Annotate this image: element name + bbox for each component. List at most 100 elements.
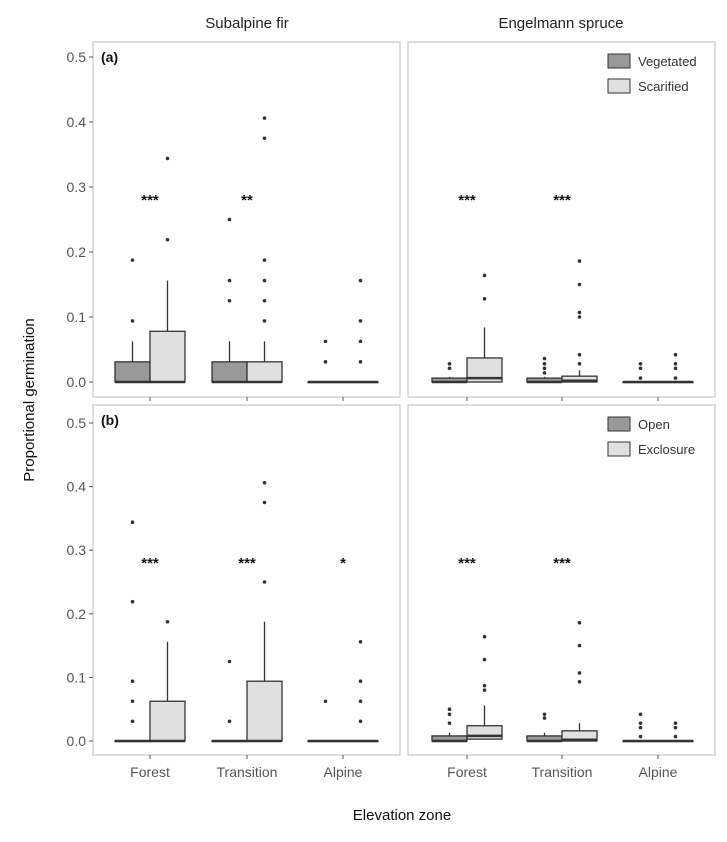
significance-label: * (340, 555, 346, 572)
outlier-point (542, 716, 547, 720)
panel-a-subalpine-fir: 0.00.10.20.30.40.5 (a)*** ** (67, 41, 401, 409)
significance-label: *** (141, 555, 159, 572)
outlier-point (447, 721, 452, 725)
box-forest-exclosure (466, 634, 503, 740)
outlier-point (358, 639, 363, 644)
outlier-point (673, 734, 678, 739)
outlier-point (262, 480, 267, 485)
box-transition-exclosure (561, 620, 598, 742)
outlier-point (542, 712, 547, 717)
y-tick-label: 0.0 (67, 733, 87, 749)
box-forest-scarified (466, 273, 503, 383)
outlier-point (262, 298, 267, 303)
box-alpine-vegetated (622, 362, 659, 384)
legend-entry: Exclosure (638, 442, 695, 457)
significance-label: *** (458, 555, 476, 572)
outlier-point (542, 356, 547, 361)
outlier-point (130, 258, 135, 262)
y-tick-label: 0.1 (67, 309, 87, 325)
box-alpine-scarified (657, 352, 694, 384)
outlier-point (227, 298, 232, 303)
outlier-point (323, 339, 328, 344)
x-tick-label: Forest (130, 764, 170, 780)
outlier-point (577, 282, 582, 287)
outlier-point (323, 699, 328, 704)
outlier-point (482, 297, 487, 301)
outlier-point (673, 362, 678, 366)
outlier-point (130, 520, 135, 525)
x-tick-label: Transition (217, 764, 278, 780)
outlier-point (447, 366, 452, 371)
outlier-point (577, 680, 582, 684)
box-alpine-exclosure (342, 639, 379, 743)
outlier-point (358, 319, 363, 323)
outlier-point (447, 707, 452, 711)
outlier-point (482, 683, 487, 688)
panel-b-engelmann-spruce: Forest Transition Alpine *** *** Open Exclosur… (407, 404, 716, 780)
box-forest-vegetated (114, 258, 151, 384)
panel-a-engelmann-spruce: *** *** Vegetated Scarified (407, 41, 716, 409)
y-tick-label: 0.0 (67, 374, 87, 390)
outlier-point (323, 360, 328, 364)
outlier-point (262, 319, 267, 323)
box-transition-open (526, 712, 563, 743)
outlier-point (638, 362, 643, 366)
outlier-point (262, 500, 267, 505)
outlier-point (577, 259, 582, 263)
y-tick-label: 0.4 (67, 479, 87, 495)
panel-border (407, 41, 716, 398)
strip-label-subalpine-fir: Subalpine fir (205, 15, 288, 32)
outlier-point (542, 362, 547, 366)
x-tick-label: Transition (532, 764, 593, 780)
outlier-point (577, 315, 582, 319)
legend-entry: Open (638, 417, 670, 432)
panel-label: (a) (101, 49, 118, 65)
y-axis-label: Proportional germination (21, 318, 38, 481)
outlier-point (262, 258, 267, 262)
legend-entry: Vegetated (638, 54, 697, 69)
box-transition-vegetated (211, 217, 248, 384)
outlier-point (638, 376, 643, 380)
y-tick-label: 0.3 (67, 542, 87, 558)
box-transition-scarified (561, 259, 598, 383)
outlier-point (673, 376, 678, 380)
outlier-point (577, 362, 582, 366)
outlier-point (358, 339, 363, 344)
outlier-point (130, 719, 135, 724)
box-iqr (561, 730, 598, 742)
outlier-point (358, 360, 363, 364)
outlier-point (358, 278, 363, 283)
box-alpine-exclosure (657, 721, 694, 743)
y-tick-label: 0.1 (67, 669, 87, 685)
outlier-point (227, 719, 232, 724)
outlier-point (638, 721, 643, 725)
legend-swatch (607, 416, 631, 432)
significance-label: *** (458, 192, 476, 209)
box-transition-exclosure (246, 480, 283, 743)
outlier-point (577, 352, 582, 357)
significance-label: *** (553, 192, 571, 209)
outlier-point (262, 278, 267, 283)
box-alpine-vegetated (307, 339, 344, 384)
y-tick-label: 0.4 (67, 114, 87, 130)
y-tick-label: 0.3 (67, 179, 87, 195)
box-transition-scarified (246, 116, 283, 384)
outlier-point (673, 721, 678, 725)
x-tick-label: Alpine (324, 764, 363, 780)
outlier-point (165, 619, 170, 624)
outlier-point (638, 725, 643, 730)
box-alpine-scarified (342, 278, 379, 384)
outlier-point (358, 719, 363, 724)
significance-label: ** (241, 192, 253, 209)
y-tick-label: 0.5 (67, 415, 87, 431)
box-iqr (114, 361, 151, 383)
outlier-point (447, 712, 452, 717)
significance-label: *** (141, 192, 159, 209)
outlier-point (638, 712, 643, 717)
outlier-point (542, 371, 547, 375)
outlier-point (130, 699, 135, 704)
outlier-point (227, 278, 232, 283)
outlier-point (542, 366, 547, 371)
significance-label: *** (553, 555, 571, 572)
outlier-point (130, 319, 135, 323)
